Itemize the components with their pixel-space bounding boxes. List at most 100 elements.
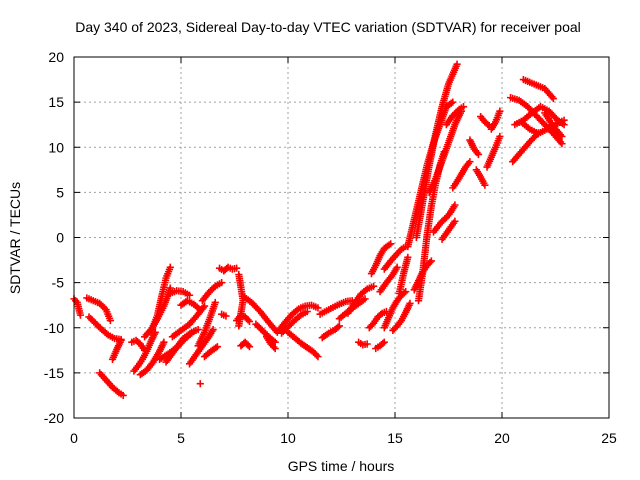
series-arc-59 (506, 94, 566, 148)
data-point (213, 343, 221, 351)
series-arc-13 (168, 302, 209, 341)
chart-title: Day 340 of 2023, Sidereal Day-to-day VTE… (75, 19, 581, 35)
data-point (196, 306, 204, 314)
series-arc-29 (275, 301, 322, 334)
series-arc-35 (344, 282, 378, 317)
data-point (426, 258, 434, 267)
series-arc-07 (130, 328, 159, 375)
data-point (379, 339, 387, 347)
data-point (160, 338, 168, 346)
data-point (119, 391, 127, 400)
data-point (222, 312, 230, 320)
y-tick-label: 0 (56, 230, 64, 246)
series-arc-18 (198, 279, 226, 305)
series-arc-02 (83, 294, 114, 325)
data-point (466, 158, 474, 166)
y-tick-label: 20 (48, 49, 64, 65)
data-point (368, 321, 376, 329)
series-arc-05 (108, 336, 125, 363)
y-tick-label: 15 (48, 94, 64, 110)
data-point (196, 380, 204, 388)
series-arc-30 (277, 307, 311, 337)
series-arc-64 (541, 109, 566, 141)
data-point (363, 340, 371, 348)
data-point (314, 353, 322, 361)
data-points (70, 60, 568, 400)
data-point (117, 336, 125, 344)
series-arc-27 (252, 320, 279, 346)
y-tick-label: -5 (52, 275, 65, 291)
data-point (558, 140, 566, 148)
data-point (244, 341, 252, 349)
data-point (245, 343, 254, 351)
axis-ticks (73, 56, 610, 419)
series-arc-22 (215, 263, 241, 275)
series-arc-14 (166, 287, 194, 299)
series-arc-39 (372, 338, 388, 353)
series-arc-37 (365, 307, 391, 332)
series-arc-28 (263, 333, 279, 353)
series-arc-31 (284, 328, 322, 361)
data-point (245, 317, 254, 326)
data-point (209, 325, 217, 334)
series-arc-53 (449, 158, 474, 192)
series-arc-25 (237, 338, 254, 351)
y-tick-label: 5 (56, 184, 64, 200)
data-point (451, 201, 459, 209)
y-axis-label: SDTVAR / TECUs (7, 182, 23, 294)
data-point (334, 323, 342, 331)
series-arc-51 (438, 217, 459, 243)
series-arc-43 (389, 299, 414, 335)
data-point (185, 291, 194, 299)
data-point (303, 307, 311, 316)
series-arc-52 (442, 103, 468, 129)
series-arc-54 (466, 136, 483, 159)
series-arc-04 (96, 369, 127, 400)
data-point (406, 299, 414, 307)
data-point (459, 103, 468, 111)
data-point (335, 322, 343, 330)
data-point (314, 304, 322, 312)
data-point (244, 316, 252, 324)
data-point (387, 240, 395, 248)
series-arc-58 (483, 132, 504, 171)
data-point (393, 263, 401, 271)
series-arc-55 (472, 166, 489, 189)
series-arc-44 (395, 253, 412, 298)
data-point (312, 351, 321, 359)
series-arc-01 (70, 295, 85, 319)
series-arc-40 (376, 263, 401, 296)
data-point (200, 302, 209, 310)
data-point (76, 311, 85, 319)
x-tick-label: 10 (280, 430, 296, 446)
data-point (211, 298, 219, 307)
series-arc-50 (429, 201, 459, 236)
x-tick-label: 5 (177, 430, 185, 446)
data-point (449, 98, 457, 106)
series-arc-12 (162, 325, 202, 366)
data-point (233, 264, 241, 272)
x-tick-label: 15 (387, 430, 403, 446)
x-tick-label: 0 (70, 430, 78, 446)
data-point (496, 107, 504, 115)
data-point (481, 181, 489, 189)
data-point (427, 257, 435, 265)
series-arc-21 (218, 310, 230, 320)
data-point (218, 279, 226, 287)
y-tick-label: 10 (48, 139, 64, 155)
series-arc-08 (136, 338, 168, 379)
series-arc-33 (318, 322, 343, 342)
y-tick-label: -20 (44, 410, 64, 426)
data-point (166, 263, 174, 271)
data-point (271, 344, 279, 353)
data-point (361, 295, 369, 303)
data-point (451, 217, 459, 225)
series-arc-20 (196, 380, 204, 388)
data-point (549, 94, 557, 103)
data-point (106, 316, 114, 325)
y-tick-label: -10 (44, 320, 64, 336)
y-tick-label: -15 (44, 365, 64, 381)
data-point (370, 282, 378, 290)
data-point (194, 325, 202, 334)
